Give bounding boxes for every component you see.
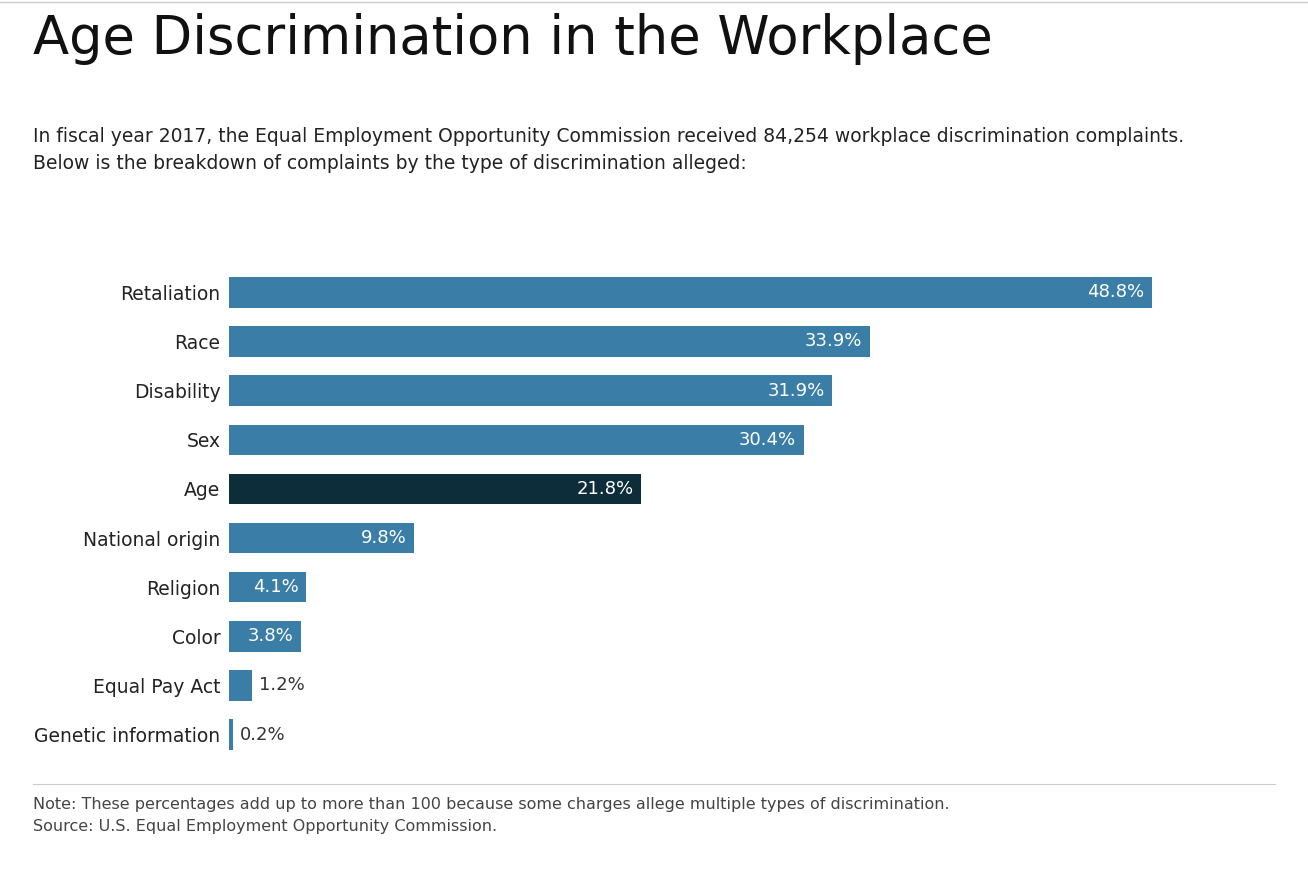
Text: 4.1%: 4.1% xyxy=(254,579,298,596)
Text: 9.8%: 9.8% xyxy=(361,529,407,547)
Bar xyxy=(229,670,251,701)
Bar xyxy=(229,474,641,504)
Bar xyxy=(229,523,415,553)
Text: In fiscal year 2017, the Equal Employment Opportunity Commission received 84,254: In fiscal year 2017, the Equal Employmen… xyxy=(33,127,1184,173)
Bar xyxy=(229,425,803,455)
Text: Age Discrimination in the Workplace: Age Discrimination in the Workplace xyxy=(33,13,993,65)
Text: 21.8%: 21.8% xyxy=(577,480,633,498)
Text: 1.2%: 1.2% xyxy=(259,676,305,695)
Text: 0.2%: 0.2% xyxy=(241,725,286,744)
Text: 30.4%: 30.4% xyxy=(739,431,797,448)
Bar xyxy=(229,572,306,602)
Text: 33.9%: 33.9% xyxy=(804,332,862,350)
Bar xyxy=(229,719,233,750)
Bar xyxy=(229,326,870,357)
Bar xyxy=(229,277,1151,308)
Bar xyxy=(229,621,301,651)
Text: 3.8%: 3.8% xyxy=(247,628,293,645)
Text: 31.9%: 31.9% xyxy=(768,382,824,399)
Text: Note: These percentages add up to more than 100 because some charges allege mult: Note: These percentages add up to more t… xyxy=(33,797,950,834)
Text: 48.8%: 48.8% xyxy=(1087,283,1144,302)
Bar xyxy=(229,376,832,406)
